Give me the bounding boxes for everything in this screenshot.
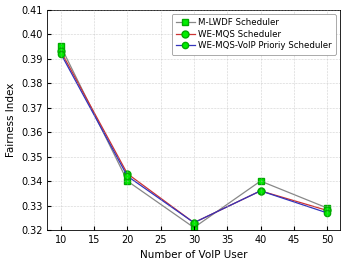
Line: M-LWDF Scheduler: M-LWDF Scheduler [57, 43, 330, 231]
WE-MQS-VoIP Prioriy Scheduler [192, 221, 196, 224]
M-LWDF Scheduler [258, 180, 263, 183]
WE-MQS Scheduler [59, 49, 63, 53]
Line: WE-MQS Scheduler: WE-MQS Scheduler [57, 48, 330, 226]
WE-MQS-VoIP Prioriy Scheduler [125, 174, 129, 178]
Legend: M-LWDF Scheduler, WE-MQS Scheduler, WE-MQS-VoIP Prioriy Scheduler: M-LWDF Scheduler, WE-MQS Scheduler, WE-M… [172, 14, 336, 55]
X-axis label: Number of VoIP User: Number of VoIP User [140, 251, 248, 260]
WE-MQS-VoIP Prioriy Scheduler [59, 52, 63, 55]
M-LWDF Scheduler [125, 180, 129, 183]
M-LWDF Scheduler [59, 45, 63, 48]
WE-MQS-VoIP Prioriy Scheduler [325, 211, 329, 214]
WE-MQS Scheduler [192, 221, 196, 224]
Line: WE-MQS-VoIP Prioriy Scheduler: WE-MQS-VoIP Prioriy Scheduler [58, 51, 330, 226]
WE-MQS-VoIP Prioriy Scheduler [258, 189, 263, 192]
WE-MQS Scheduler [325, 209, 329, 212]
M-LWDF Scheduler [192, 226, 196, 229]
Y-axis label: Fairness Index: Fairness Index [6, 83, 16, 157]
WE-MQS Scheduler [125, 172, 129, 175]
WE-MQS Scheduler [258, 189, 263, 192]
M-LWDF Scheduler [325, 206, 329, 210]
